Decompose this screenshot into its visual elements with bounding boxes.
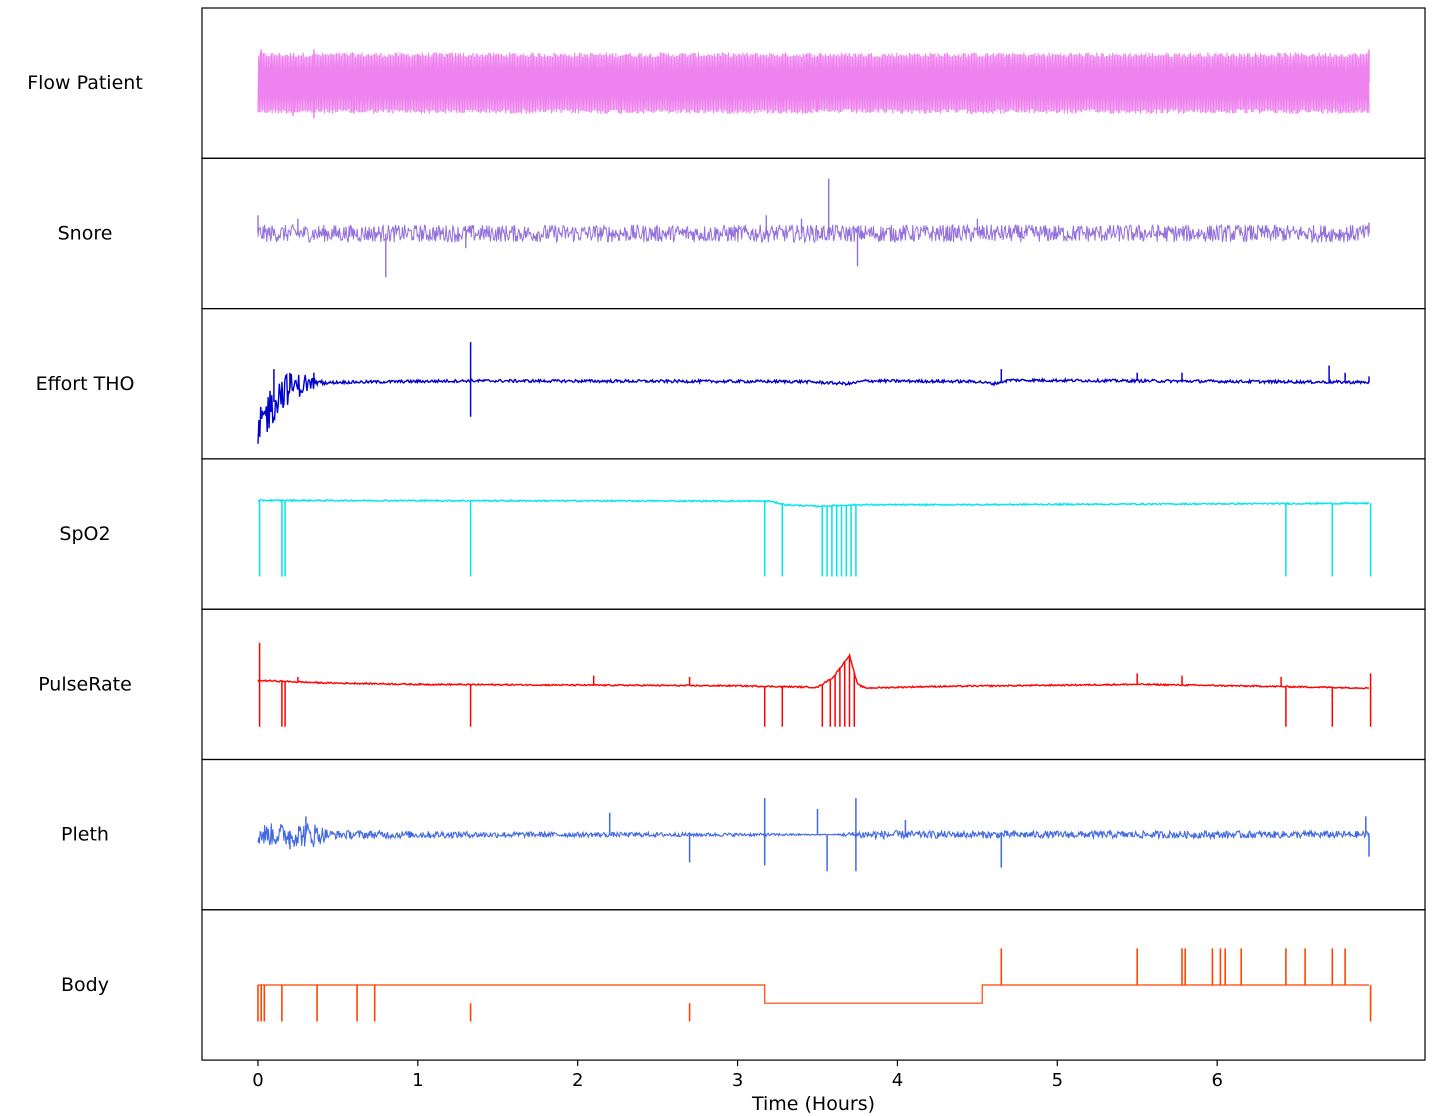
series-line xyxy=(289,798,1370,872)
channel-panel: Pleth xyxy=(61,758,1426,911)
channel-label: SpO2 xyxy=(59,523,110,545)
x-tick-label: 0 xyxy=(252,1070,263,1091)
channel-label: Snore xyxy=(58,222,113,244)
channel-panel: Snore xyxy=(58,157,1426,310)
channel-panel: Body xyxy=(61,909,1426,1061)
panel-frame xyxy=(201,458,1426,610)
x-axis: 0 1 2 3 4 5 6 xyxy=(252,1060,1223,1091)
series-line xyxy=(260,49,1370,119)
series-trace xyxy=(257,642,1372,727)
x-tick-label: 3 xyxy=(732,1070,743,1091)
x-tick-label: 6 xyxy=(1211,1070,1222,1091)
series-line xyxy=(257,178,1370,278)
x-tick-label: 5 xyxy=(1052,1070,1063,1091)
series-line xyxy=(257,652,1370,690)
channel-label: Pleth xyxy=(61,824,109,846)
series-line xyxy=(257,372,1370,444)
channel-label: Flow Patient xyxy=(27,72,143,94)
series-line xyxy=(257,498,1370,508)
channel-panel: PulseRate xyxy=(38,608,1426,761)
series-trace xyxy=(257,798,1370,872)
series-line xyxy=(258,642,1372,727)
x-tick-label: 4 xyxy=(892,1070,903,1091)
channel-label: Effort THO xyxy=(36,373,135,395)
series-trace xyxy=(257,498,1372,577)
panel-frame xyxy=(201,308,1426,460)
series-line xyxy=(257,823,1370,848)
series-line xyxy=(257,948,1372,1022)
series-trace xyxy=(257,342,1370,444)
channel-label: PulseRate xyxy=(38,673,132,695)
series-trace xyxy=(257,948,1372,1022)
channel-panels: Flow Patient Snore Effort THO SpO2 PulseRate… xyxy=(27,7,1426,1061)
channel-panel: SpO2 xyxy=(59,458,1426,610)
panel-frame xyxy=(201,909,1426,1061)
x-axis-title: Time (Hours) xyxy=(751,1093,875,1115)
series-trace xyxy=(257,178,1370,278)
series-line xyxy=(258,500,1372,577)
series-trace xyxy=(257,49,1370,119)
channel-panel: Effort THO xyxy=(36,308,1426,460)
series-line xyxy=(258,984,1369,1004)
series-line xyxy=(273,342,1370,417)
series-line xyxy=(257,52,1370,114)
channel-label: Body xyxy=(61,974,109,996)
x-tick-label: 2 xyxy=(572,1070,583,1091)
channel-panel: Flow Patient xyxy=(27,7,1426,159)
series-line xyxy=(257,223,1370,244)
x-tick-label: 1 xyxy=(412,1070,423,1091)
